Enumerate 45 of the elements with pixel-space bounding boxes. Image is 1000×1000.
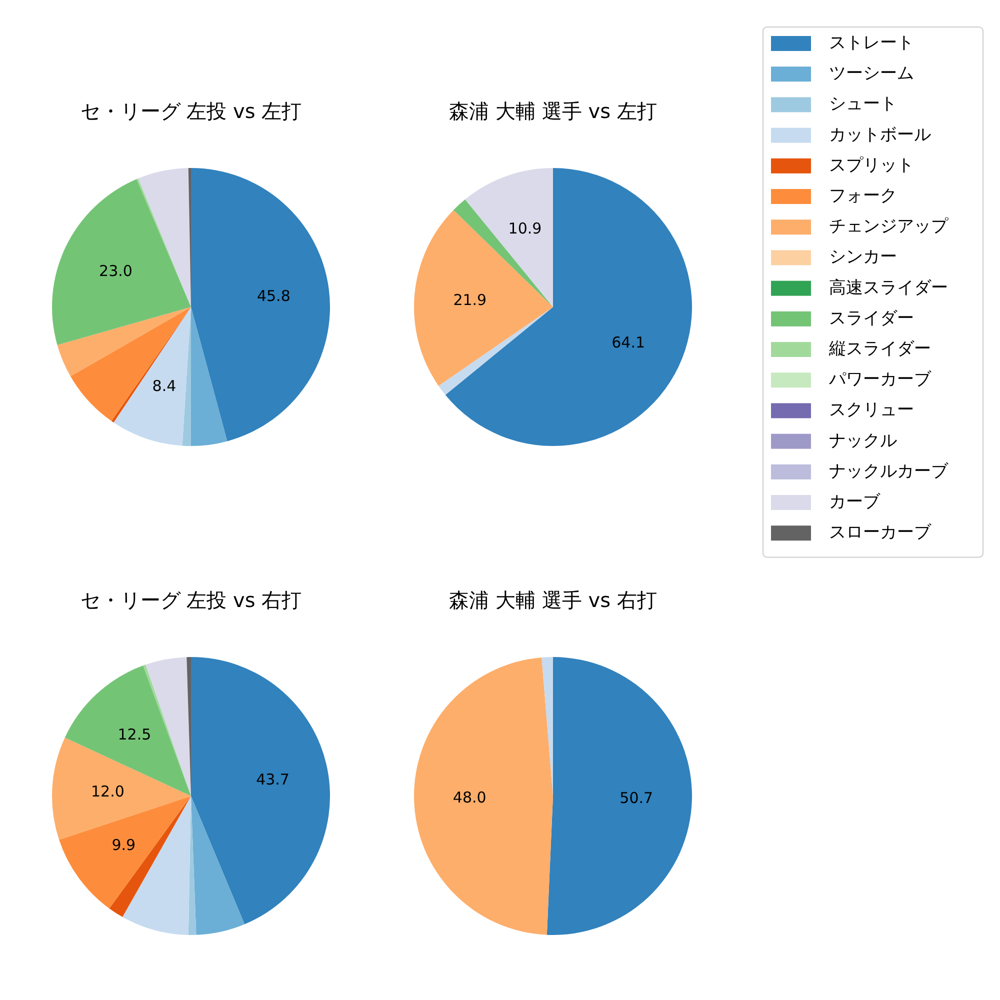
data-label: 64.1 xyxy=(612,334,646,352)
legend-label: ナックル xyxy=(829,430,897,451)
legend-label: シンカー xyxy=(829,247,897,268)
pie-slice xyxy=(445,168,692,446)
data-label: 8.4 xyxy=(152,376,176,395)
pie-slice xyxy=(438,307,553,395)
chart-title: 森浦 大輔 選手 vs 左打 xyxy=(449,99,657,123)
pie-slice xyxy=(64,666,191,796)
legend-label: スプリット xyxy=(829,155,914,176)
pie-slice xyxy=(414,657,553,935)
pie-slice xyxy=(191,657,330,924)
legend-label: スライダー xyxy=(829,308,914,328)
pie-slice xyxy=(191,796,245,935)
pie-slice xyxy=(109,796,191,917)
legend-label: 縦スライダー xyxy=(828,339,931,359)
legend-label: スローカーブ xyxy=(829,522,932,543)
legend-label: カーブ xyxy=(829,492,881,512)
legend-label: 高速スライダー xyxy=(829,278,948,298)
pie-slice xyxy=(542,657,553,796)
legend-label: ツーシーム xyxy=(829,64,914,84)
data-label: 21.9 xyxy=(453,290,487,309)
data-label: 23.0 xyxy=(99,262,132,280)
data-label: 45.8 xyxy=(256,287,290,306)
pie-slice xyxy=(546,657,692,935)
legend-label: フォーク xyxy=(829,186,897,206)
data-label: 10.9 xyxy=(508,219,542,238)
data-label: 43.7 xyxy=(256,770,290,789)
pie-slice xyxy=(414,210,553,386)
data-label: 9.9 xyxy=(112,836,136,854)
legend-label: ストレート xyxy=(829,33,914,53)
chart-title: 森浦 大輔 選手 vs 右打 xyxy=(449,588,657,612)
legend-label: チェンジアップ xyxy=(829,216,949,237)
data-label: 48.0 xyxy=(452,788,486,807)
legend-label: シュート xyxy=(829,94,897,114)
data-label: 12.5 xyxy=(118,726,152,744)
data-label: 12.0 xyxy=(91,782,124,800)
legend-label: ナックルカーブ xyxy=(829,461,949,482)
legend-label: カットボール xyxy=(829,124,931,145)
text: セ・リーグ 左投 vs 左打 xyxy=(80,99,302,123)
chart-title: セ・リーグ 左投 vs 右打 xyxy=(80,588,302,612)
legend-label: パワーカーブ xyxy=(828,370,932,390)
legend-label: スクリュー xyxy=(829,400,914,420)
pie-slice xyxy=(59,796,191,908)
data-label: 50.7 xyxy=(620,788,654,807)
pie-slice xyxy=(453,199,553,307)
